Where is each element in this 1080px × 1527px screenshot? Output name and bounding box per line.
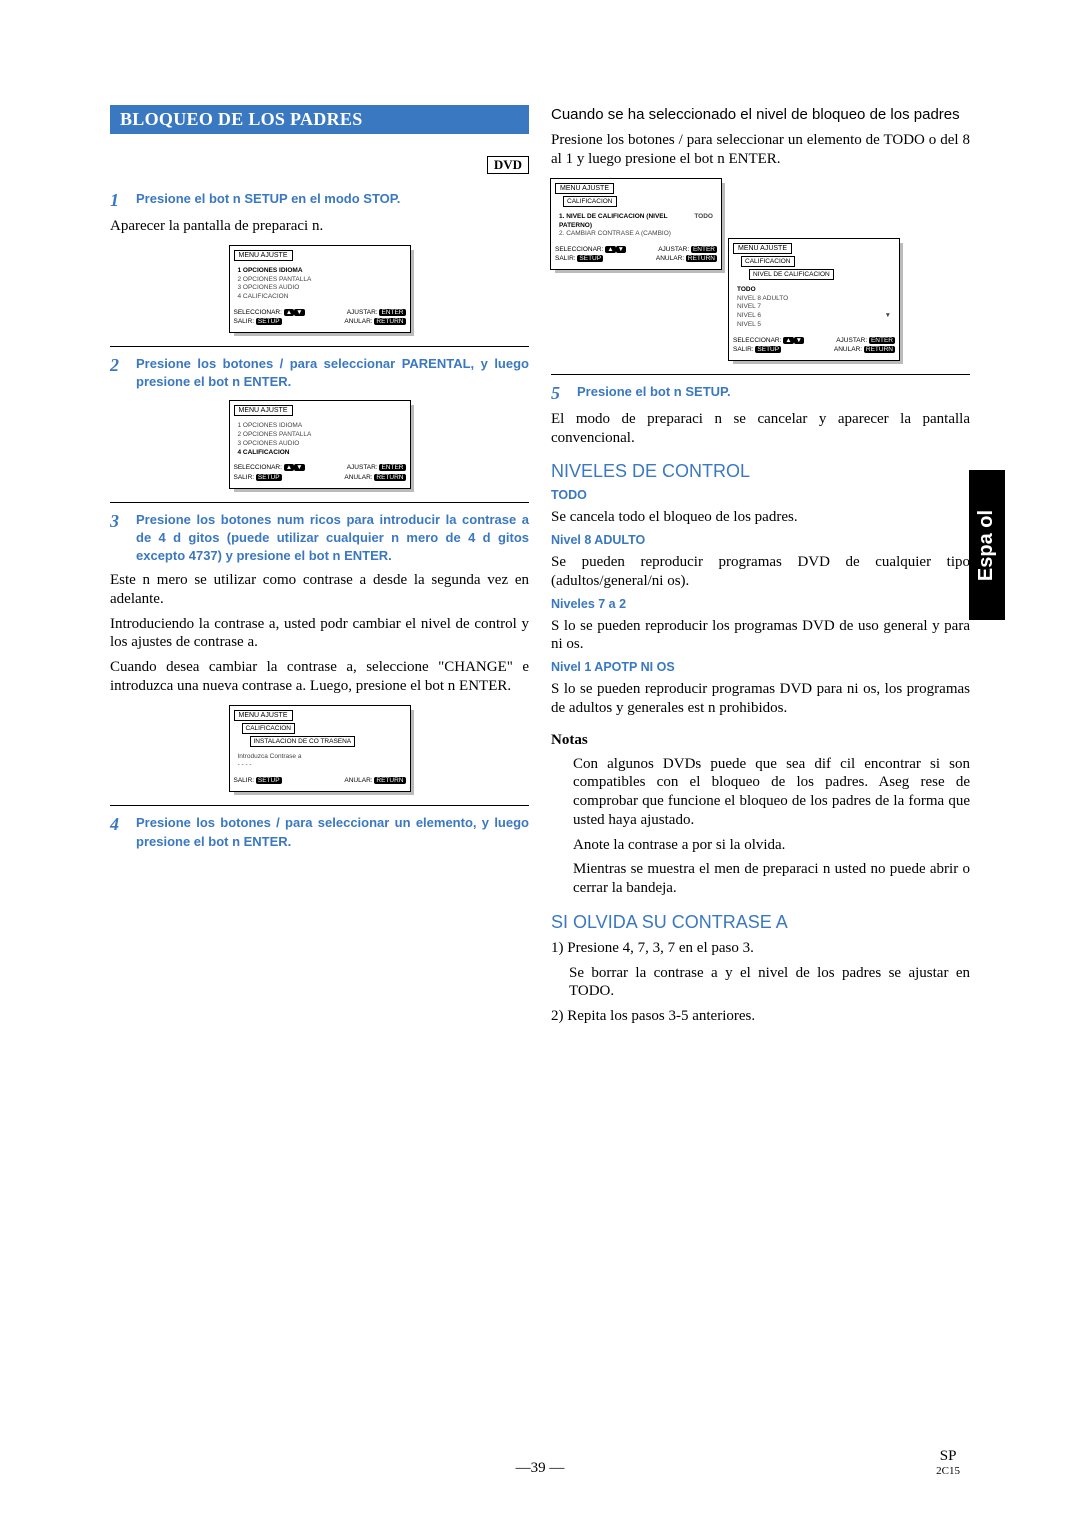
body-text: 1) Presione 4, 7, 3, 7 en el paso 3.	[551, 939, 970, 958]
body-text: El modo de preparaci n se cancelar y apa…	[551, 410, 970, 448]
step-number: 3	[110, 511, 136, 566]
step-number: 5	[551, 383, 577, 404]
body-text: 2) Repita los pasos 3-5 anteriores.	[551, 1007, 970, 1026]
section-heading: SI OLVIDA SU CONTRASE A	[551, 912, 970, 933]
divider	[110, 805, 529, 806]
body-text: Cuando desea cambiar la contrase a, sele…	[110, 658, 529, 696]
dual-menu-screenshots: MENU AJUSTE CALIFICACION 1. NIVEL DE CAL…	[551, 179, 970, 360]
menu-title: MENU AJUSTE	[234, 710, 293, 721]
step-text: Presione el bot n SETUP.	[577, 383, 970, 404]
step-text: Presione el bot n SETUP en el modo STOP.	[136, 190, 529, 211]
level-heading: TODO	[551, 488, 970, 502]
body-text: Presione los botones / para seleccionar …	[551, 131, 970, 169]
menu-items: 1 OPCIONES IDIOMA 2 OPCIONES PANTALLA 3 …	[238, 422, 402, 457]
body-text: Introduciendo la contrase a, usted podr …	[110, 615, 529, 653]
step-text: Presione los botones num ricos para intr…	[136, 511, 529, 566]
divider	[551, 374, 970, 375]
body-text: Aparecer la pantalla de preparaci n.	[110, 217, 529, 236]
note-item: Mientras se muestra el men de preparaci …	[573, 860, 970, 898]
menu-screenshot-b: MENU AJUSTE CALIFICACION NIVEL DE CALIFI…	[729, 239, 899, 360]
body-text: Este n mero se utilizar como contrase a …	[110, 571, 529, 609]
divider	[110, 346, 529, 347]
menu-footer: SELECCIONAR: ▲▼ AJUSTAR: ENTER SALIR: SE…	[234, 463, 406, 481]
menu-screenshot-2: MENU AJUSTE 1 OPCIONES IDIOMA 2 OPCIONES…	[230, 401, 410, 487]
menu-title: MENU AJUSTE	[555, 183, 614, 194]
step-text: Presione los botones / para seleccionar …	[136, 355, 529, 391]
menu-screenshot-3: MENU AJUSTE CALIFICACION INSTALACION DE …	[230, 706, 410, 792]
divider	[110, 502, 529, 503]
menu-subtitle-2: INSTALACION DE CO TRASENA	[250, 736, 356, 747]
two-column-layout: BLOQUEO DE LOS PADRES DVD 1 Presione el …	[110, 105, 970, 1032]
menu-screenshot-a: MENU AJUSTE CALIFICACION 1. NIVEL DE CAL…	[551, 179, 721, 269]
menu-subtitle: CALIFICACION	[741, 256, 795, 267]
right-column: Cuando se ha seleccionado el nivel de bl…	[551, 105, 970, 1032]
menu-title: MENU AJUSTE	[234, 250, 293, 261]
menu-items: TODO NIVEL 8 ADULTO NIVEL 7 NIVEL 6▼ NIV…	[737, 286, 891, 330]
menu-screenshot-1: MENU AJUSTE 1 OPCIONES IDIOMA 2 OPCIONES…	[230, 246, 410, 332]
menu-subtitle: CALIFICACION	[242, 723, 296, 734]
step-number: 4	[110, 814, 136, 850]
notes-heading: Notas	[551, 732, 970, 749]
section-title: BLOQUEO DE LOS PADRES	[110, 105, 529, 134]
dvd-badge: DVD	[487, 156, 529, 174]
step-2: 2 Presione los botones / para selecciona…	[110, 355, 529, 391]
body-text: Se cancela todo el bloqueo de los padres…	[551, 508, 970, 527]
menu-body: Introduzca Contrase a - - - -	[238, 753, 402, 771]
language-side-tab: Espa ol	[969, 470, 1005, 620]
step-number: 2	[110, 355, 136, 391]
menu-footer: SALIR: SETUP ANULAR: RETURN	[234, 776, 406, 785]
menu-title: MENU AJUSTE	[733, 243, 792, 254]
menu-items: 1. NIVEL DE CALIFICACION (NIVEL PATERNO)…	[559, 213, 713, 239]
step-text: Presione los botones / para seleccionar …	[136, 814, 529, 850]
note-item: Anote la contrase a por si la olvida.	[573, 836, 970, 855]
level-heading: Nivel 8 ADULTO	[551, 533, 970, 547]
step-1: 1 Presione el bot n SETUP en el modo STO…	[110, 190, 529, 211]
menu-subtitle-2: NIVEL DE CALIFICACION	[749, 269, 834, 280]
body-text: S lo se pueden reproducir los programas …	[551, 617, 970, 655]
level-heading: Niveles 7 a 2	[551, 597, 970, 611]
step-number: 1	[110, 190, 136, 211]
step-5: 5 Presione el bot n SETUP.	[551, 383, 970, 404]
menu-subtitle: CALIFICACION	[563, 196, 617, 207]
step-3: 3 Presione los botones num ricos para in…	[110, 511, 529, 566]
section-heading: NIVELES DE CONTROL	[551, 461, 970, 482]
body-text: Se pueden reproducir programas DVD de cu…	[551, 553, 970, 591]
step-4: 4 Presione los botones / para selecciona…	[110, 814, 529, 850]
page-ref: SP 2C15	[936, 1448, 960, 1477]
body-text: Se borrar la contrase a y el nivel de lo…	[569, 964, 970, 1002]
level-heading: Nivel 1 APOTP NI OS	[551, 660, 970, 674]
body-text: S lo se pueden reproducir programas DVD …	[551, 680, 970, 718]
menu-footer: SELECCIONAR: ▲▼ AJUSTAR: ENTER SALIR: SE…	[733, 336, 895, 354]
menu-footer: SELECCIONAR: ▲▼ AJUSTAR: ENTER SALIR: SE…	[234, 308, 406, 326]
menu-title: MENU AJUSTE	[234, 405, 293, 416]
note-item: Con algunos DVDs puede que sea dif cil e…	[573, 755, 970, 830]
left-column: BLOQUEO DE LOS PADRES DVD 1 Presione el …	[110, 105, 529, 1032]
menu-items: 1 OPCIONES IDIOMA 2 OPCIONES PANTALLA 3 …	[238, 267, 402, 302]
menu-footer: SELECCIONAR: ▲▼ AJUSTAR: ENTER SALIR: SE…	[555, 245, 717, 263]
page-number: —39 —	[0, 1460, 1080, 1477]
subsection-heading: Cuando se ha seleccionado el nivel de bl…	[551, 105, 970, 125]
